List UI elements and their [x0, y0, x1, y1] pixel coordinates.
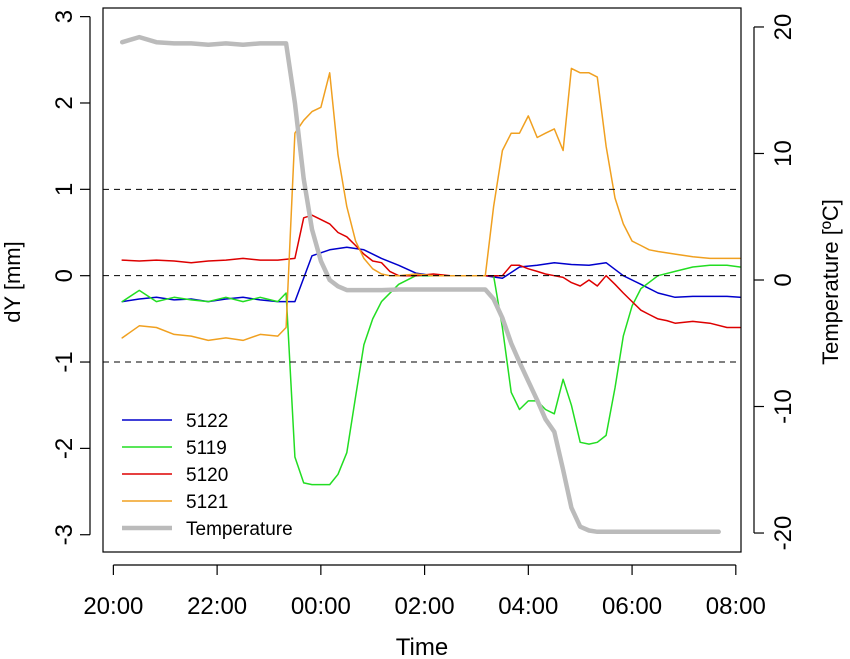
series-line-temperature — [119, 34, 721, 535]
y-axis-label-right: Temperature [ºC] — [818, 199, 843, 365]
y-tick-label-right: 10 — [770, 140, 797, 167]
x-axis-label: Time — [396, 634, 448, 659]
legend-label-5121: 5121 — [186, 492, 228, 513]
legend-label-temperature: Temperature — [186, 519, 293, 540]
y-tick-label-right: 0 — [770, 273, 797, 286]
legend-label-5120: 5120 — [186, 465, 228, 486]
y-tick-label-left: 3 — [51, 10, 78, 23]
y-tick-label-left: 1 — [51, 183, 78, 196]
series-line-5120 — [121, 214, 741, 329]
x-tick-label: 08:00 — [706, 593, 766, 620]
y-tick-label-left: 2 — [51, 96, 78, 109]
y-axis-left: -3 -2 -1 0 1 2 3 — [51, 10, 91, 545]
y-tick-label-right: 20 — [770, 14, 797, 41]
x-tick-label: 02:00 — [395, 593, 455, 620]
y-axis-right: -20 -10 0 10 20 — [753, 14, 797, 551]
x-tick-label: 06:00 — [602, 593, 662, 620]
x-tick-label: 22:00 — [187, 593, 247, 620]
legend-label-5122: 5122 — [186, 411, 228, 432]
y-tick-label-left: -2 — [51, 438, 78, 459]
y-axis-label-left: dY [mm] — [0, 241, 25, 323]
y-tick-label-left: -1 — [51, 351, 78, 372]
y-tick-label-left: 0 — [51, 269, 78, 282]
x-tick-label: 04:00 — [498, 593, 558, 620]
x-tick-label: 00:00 — [291, 593, 351, 620]
y-tick-label-right: -10 — [770, 389, 797, 424]
x-axis: 20:00 22:00 00:00 02:00 04:00 06:00 08:00 — [83, 564, 766, 620]
reference-lines — [103, 188, 741, 363]
plot-frame — [102, 7, 742, 553]
y-tick-label-left: -3 — [51, 524, 78, 545]
legend: 5122 5119 5120 5121 Temperature — [122, 411, 293, 540]
y-tick-label-right: -20 — [770, 516, 797, 551]
x-tick-label: 20:00 — [83, 593, 143, 620]
legend-label-5119: 5119 — [186, 438, 227, 459]
